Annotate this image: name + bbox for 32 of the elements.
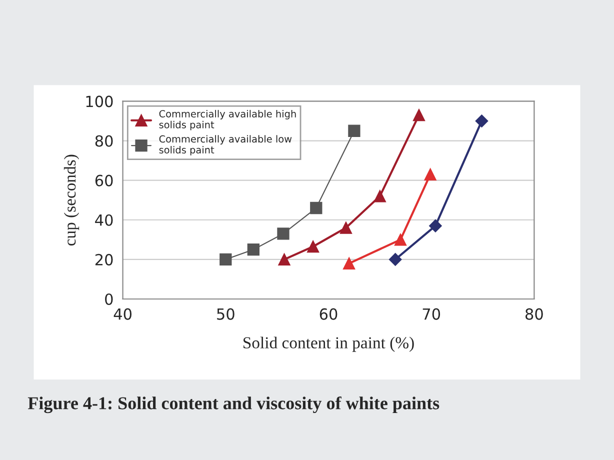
legend-label: Commercially available low solids paint	[159, 135, 292, 156]
point	[475, 114, 488, 128]
y-tick-label: 100	[86, 96, 113, 108]
y-tick-label: 40	[95, 214, 113, 226]
point	[424, 168, 436, 180]
y-tick-label: 0	[105, 293, 113, 306]
point	[277, 228, 290, 240]
legend-label: Commercially available high solids paint	[159, 110, 296, 130]
point	[247, 243, 260, 256]
y-tick-label: 60	[95, 174, 113, 186]
x-axis-title: Solid content in paint (%)	[244, 336, 414, 352]
x-tick-label: 80	[525, 308, 543, 320]
x-tick-label: 60	[320, 308, 338, 320]
x-tick-label: 50	[217, 308, 234, 320]
point	[310, 202, 322, 214]
x-tick-label: 40	[114, 308, 132, 320]
point	[220, 253, 232, 266]
x-tick-label: 70	[422, 308, 440, 320]
point	[306, 240, 320, 253]
point	[374, 190, 386, 202]
y-axis-title: cup (seconds)	[64, 154, 80, 246]
point	[429, 219, 442, 232]
point	[278, 253, 290, 266]
point	[340, 222, 352, 234]
caption: Figure 4-1: Solid content and viscosity of white paints	[28, 396, 440, 414]
point	[388, 253, 402, 266]
point	[394, 234, 407, 246]
point	[342, 257, 356, 270]
point	[348, 124, 360, 137]
point	[412, 108, 426, 122]
y-tick-label: 80	[95, 135, 113, 147]
y-tick-label: 20	[95, 254, 113, 266]
